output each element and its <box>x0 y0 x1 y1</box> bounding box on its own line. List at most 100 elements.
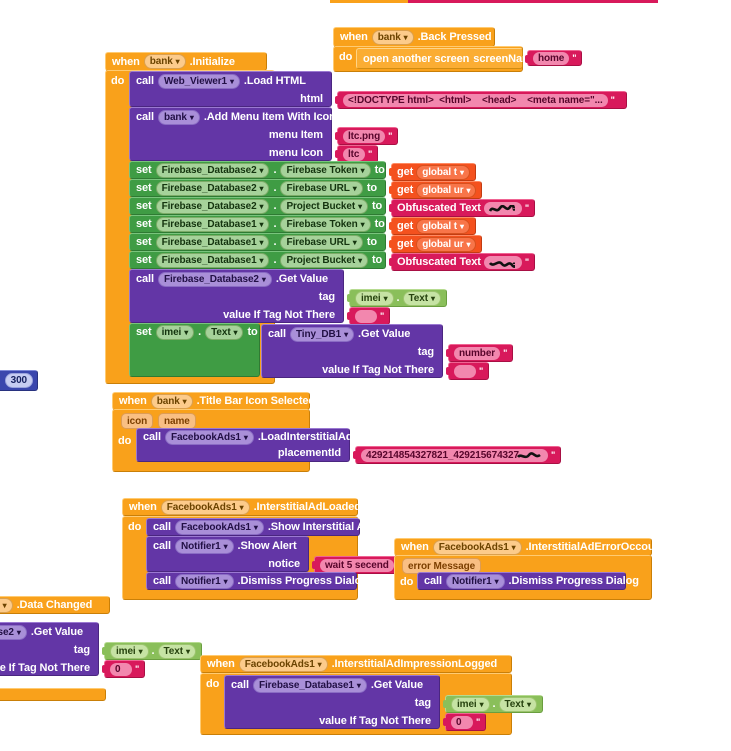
component-dropdown[interactable]: bank <box>371 29 414 45</box>
component-dropdown[interactable]: FacebookAds1 <box>174 519 264 535</box>
when-data-changed-header[interactable]: when Firebase_Database1 .Data Changed <box>0 596 110 614</box>
call-dismiss-progress-block[interactable]: call Notifier1 .Dismiss Progress Dialog <box>146 572 368 590</box>
text-block-empty[interactable] <box>445 362 490 380</box>
text-field[interactable]: <!DOCTYPE html> <html> <head> <meta name… <box>343 93 608 107</box>
text-field[interactable]: 0 <box>451 715 473 729</box>
variable-dropdown[interactable]: global ur <box>416 236 477 252</box>
component-property-block[interactable]: imei . Text <box>443 695 543 713</box>
component-dropdown[interactable]: Firebase_Database1 <box>155 234 270 250</box>
text-field[interactable]: wait 5 secend <box>320 558 394 572</box>
property-dropdown[interactable]: Firebase URL <box>280 234 363 250</box>
text-block-home[interactable]: home <box>524 50 583 66</box>
text-field[interactable]: 0 <box>110 662 132 676</box>
component-dropdown[interactable]: Firebase_Database1 <box>0 597 13 613</box>
property-dropdown[interactable]: Text <box>157 643 196 659</box>
obfuscated-text-block[interactable]: Obfuscated Text <box>388 199 536 217</box>
component-dropdown[interactable]: Firebase_Database2 <box>157 271 272 287</box>
param-badge-name[interactable]: name <box>158 413 196 429</box>
text-block-ltc-png[interactable]: ltc.png <box>334 127 399 145</box>
component-dropdown[interactable]: FacebookAds1 <box>164 429 254 445</box>
text-field[interactable] <box>355 309 377 323</box>
component-dropdown[interactable]: Web_Viewer1 <box>157 73 240 89</box>
call-get-value-block[interactable]: call Firebase_Database1 .Get Value tag i… <box>224 675 543 731</box>
property-dropdown[interactable]: Project Bucket <box>280 252 368 268</box>
call-show-interstitial-block[interactable]: call FacebookAds1 .Show Interstitial Ad <box>146 518 371 536</box>
text-field[interactable]: home <box>533 51 570 65</box>
number-block-300[interactable]: 300 <box>0 370 38 391</box>
component-property-block[interactable]: imei . Text <box>347 289 447 307</box>
property-dropdown[interactable]: Firebase Token <box>280 162 371 178</box>
component-dropdown[interactable]: imei <box>355 290 394 306</box>
call-dismiss-progress-block[interactable]: call Notifier1 .Dismiss Progress Dialog <box>417 572 639 590</box>
component-dropdown[interactable]: FacebookAds1 <box>238 656 328 672</box>
call-load-interstitial-block[interactable]: call FacebookAds1 .LoadInterstitialAd pl… <box>136 428 562 464</box>
call-tinydb-get-value-block[interactable]: call Tiny_DB1 .Get Value tag number valu… <box>261 324 514 380</box>
text-block-empty[interactable] <box>346 307 391 325</box>
set-imei-text-block[interactable]: set imei . Text to call Tiny_DB1 .Get Va… <box>129 323 514 380</box>
variable-dropdown[interactable]: global t <box>416 164 470 180</box>
set-firebase-property-block[interactable]: set Firebase_Database1 . Firebase Token … <box>129 215 476 235</box>
text-field[interactable]: ltc <box>343 147 365 161</box>
component-dropdown[interactable]: Notifier1 <box>445 573 505 589</box>
component-dropdown[interactable]: imei <box>110 643 149 659</box>
when-ad-loaded-header[interactable]: when FacebookAds1 .InterstitialAdLoaded <box>122 498 361 516</box>
obfuscated-field[interactable] <box>483 201 522 215</box>
when-title-bar-icon-header[interactable]: when bank .Title Bar Icon Selected <box>112 392 315 410</box>
property-dropdown[interactable]: Text <box>205 324 244 340</box>
open-another-screen-block[interactable]: open another screen screenName <box>356 48 538 69</box>
text-field[interactable] <box>454 364 476 378</box>
set-firebase-property-block[interactable]: set Firebase_Database2 . Firebase URL to… <box>129 179 483 199</box>
obfuscated-field[interactable] <box>483 255 522 269</box>
component-dropdown[interactable]: FacebookAds1 <box>432 539 522 555</box>
call-show-alert-block[interactable]: call Notifier1 .Show Alert notice wait 5… <box>146 536 407 574</box>
property-dropdown[interactable]: Project Bucket <box>280 198 368 214</box>
component-dropdown[interactable]: bank <box>157 109 200 125</box>
component-dropdown[interactable]: Firebase_Database1 <box>155 216 270 232</box>
component-dropdown[interactable]: Firebase_Database2 <box>155 198 270 214</box>
component-dropdown[interactable]: Notifier1 <box>174 573 234 589</box>
set-firebase-property-block[interactable]: set Firebase_Database1 . Firebase URL to… <box>129 233 483 253</box>
when-ad-error-header[interactable]: when FacebookAds1 .InterstitialAdErrorOc… <box>394 538 671 556</box>
variable-dropdown[interactable]: imei <box>155 324 195 340</box>
component-dropdown[interactable]: Notifier1 <box>174 538 234 554</box>
property-dropdown[interactable]: Firebase Token <box>280 216 371 232</box>
component-property-block[interactable]: imei . Text <box>102 642 202 660</box>
component-dropdown[interactable]: Firebase_Database2 <box>0 624 27 640</box>
get-global-block[interactable]: get global t <box>389 217 476 235</box>
get-global-block[interactable]: get global ur <box>388 235 483 253</box>
component-dropdown[interactable]: Tiny_DB1 <box>289 326 355 342</box>
when-impression-logged-header[interactable]: when FacebookAds1 .InterstitialAdImpress… <box>200 655 512 673</box>
text-block-zero[interactable]: 0 <box>101 660 146 678</box>
component-dropdown[interactable]: bank <box>150 393 193 409</box>
call-get-value-block[interactable]: call Firebase_Database2 .Get Value tag i… <box>0 622 202 678</box>
set-firebase-property-block[interactable]: set Firebase_Database1 . Project Bucket … <box>129 251 536 271</box>
component-dropdown[interactable]: Firebase_Database1 <box>155 252 270 268</box>
text-block-html[interactable]: <!DOCTYPE html> <html> <head> <meta name… <box>335 91 627 109</box>
text-field[interactable]: 429214854327821_429215674327 <box>361 448 548 462</box>
component-dropdown[interactable]: Firebase_Database1 <box>252 677 367 693</box>
variable-dropdown[interactable]: global ur <box>416 182 477 198</box>
text-block-wait[interactable]: wait 5 secend <box>312 556 407 574</box>
component-dropdown[interactable]: bank <box>143 54 186 69</box>
property-dropdown[interactable]: Text <box>402 290 441 306</box>
when-bank-initialize-header[interactable]: when bank .Initialize <box>105 52 267 71</box>
param-badge-icon[interactable]: icon <box>121 413 154 429</box>
variable-dropdown[interactable]: global t <box>416 218 470 234</box>
text-block-zero[interactable]: 0 <box>442 713 487 731</box>
component-dropdown[interactable]: imei <box>451 696 490 712</box>
call-add-menu-item-block[interactable]: call bank .Add Menu Item With Icon menu … <box>129 107 399 163</box>
get-global-block[interactable]: get global ur <box>388 181 483 199</box>
when-data-changed-bottom[interactable] <box>0 688 106 701</box>
set-firebase-property-block[interactable]: set Firebase_Database2 . Firebase Token … <box>129 161 476 181</box>
component-dropdown[interactable]: Firebase_Database2 <box>155 180 270 196</box>
property-dropdown[interactable]: Text <box>498 696 537 712</box>
text-block-number[interactable]: number <box>445 344 514 362</box>
obfuscated-text-block[interactable]: Obfuscated Text <box>388 253 536 271</box>
text-field[interactable]: number <box>454 346 501 360</box>
text-block-placement-id[interactable]: 429214854327821_429215674327 <box>352 446 562 464</box>
when-bank-back-pressed-header[interactable]: when bank .Back Pressed <box>333 27 495 47</box>
text-field[interactable]: ltc.png <box>343 129 386 143</box>
call-get-value-block[interactable]: call Firebase_Database2 .Get Value tag i… <box>129 269 447 325</box>
call-load-html-block[interactable]: call Web_Viewer1 .Load HTML html <!DOCTY… <box>129 71 627 109</box>
